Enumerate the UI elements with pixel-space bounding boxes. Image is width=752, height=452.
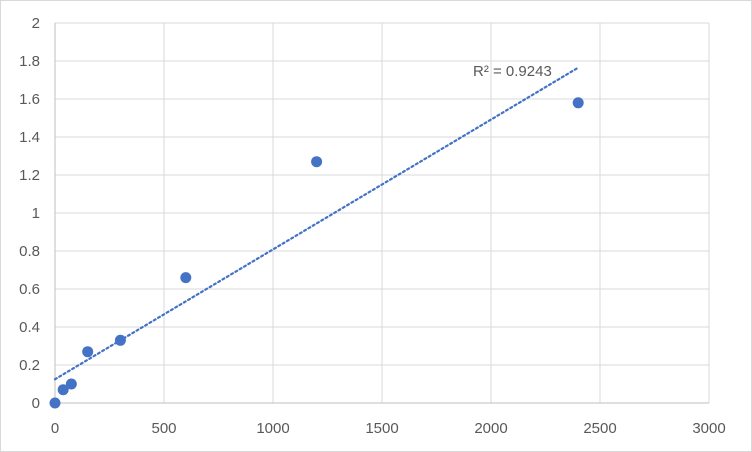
data-point [57, 384, 69, 396]
data-point [180, 272, 192, 284]
trendline-label: R² = 0.9243 [473, 63, 552, 80]
data-point [65, 378, 77, 390]
y-tick-label: 1 [32, 205, 40, 222]
y-tick-label: 1.8 [19, 53, 40, 70]
axes [54, 23, 709, 404]
trendline-group [53, 66, 580, 381]
y-tick-label: 0.2 [19, 357, 40, 374]
x-tick-label: 1000 [256, 420, 289, 437]
data-point [114, 334, 126, 346]
tick-labels: 0 0.2 0.4 0.6 0.8 1 1.2 1.4 1.6 1.8 2 0 500 1000 1500 2… [19, 15, 726, 437]
x-tick-label: 3000 [692, 420, 725, 437]
gridlines [55, 22, 710, 403]
y-tick-label: 0.8 [19, 243, 40, 260]
data-point [572, 97, 584, 109]
x-tick-label: 2000 [474, 420, 507, 437]
x-tick-label: 2500 [583, 420, 616, 437]
data-point [82, 346, 94, 358]
x-tick-label: 500 [151, 420, 176, 437]
trendline [53, 66, 580, 381]
x-tick-label: 1500 [365, 420, 398, 437]
y-tick-label: 1.6 [19, 91, 40, 108]
y-tick-label: 0.4 [19, 319, 40, 336]
x-tick-label: 0 [51, 420, 59, 437]
y-tick-label: 1.2 [19, 167, 40, 184]
data-points [49, 97, 584, 409]
data-point [311, 156, 323, 168]
data-point [49, 397, 61, 409]
y-tick-label: 0 [32, 395, 40, 412]
y-tick-label: 2 [32, 15, 40, 32]
y-tick-label: 1.4 [19, 129, 40, 146]
y-tick-label: 0.6 [19, 281, 40, 298]
